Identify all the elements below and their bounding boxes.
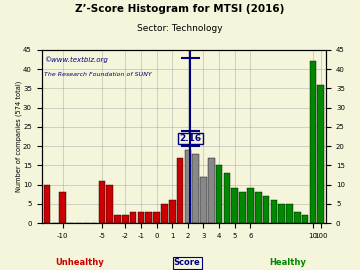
Bar (286, 204, 293, 223)
Bar (208, 158, 215, 223)
Bar (177, 158, 183, 223)
Bar (122, 215, 129, 223)
Bar (153, 211, 160, 223)
Text: The Research Foundation of SUNY: The Research Foundation of SUNY (44, 72, 152, 77)
Bar (263, 196, 269, 223)
Bar (302, 215, 309, 223)
Text: Z’-Score Histogram for MTSI (2016): Z’-Score Histogram for MTSI (2016) (75, 4, 285, 14)
Bar (224, 173, 230, 223)
Bar (59, 192, 66, 223)
Bar (255, 192, 262, 223)
Bar (200, 177, 207, 223)
Bar (216, 165, 222, 223)
Bar (318, 85, 324, 223)
Text: Healthy: Healthy (270, 258, 306, 267)
Bar (169, 200, 176, 223)
Bar (247, 188, 254, 223)
Bar (130, 211, 136, 223)
Bar (138, 211, 144, 223)
Text: ©www.textbiz.org: ©www.textbiz.org (44, 57, 108, 63)
Text: 2.16: 2.16 (179, 134, 201, 143)
Text: Unhealthy: Unhealthy (55, 258, 104, 267)
Bar (99, 181, 105, 223)
Bar (239, 192, 246, 223)
Bar (310, 62, 316, 223)
Bar (145, 211, 152, 223)
Bar (294, 211, 301, 223)
Bar (114, 215, 121, 223)
Text: Score: Score (174, 258, 201, 267)
Bar (185, 150, 191, 223)
Bar (192, 154, 199, 223)
Text: Sector: Technology: Sector: Technology (137, 24, 223, 33)
Bar (44, 185, 50, 223)
Bar (106, 185, 113, 223)
Bar (278, 204, 285, 223)
Bar (231, 188, 238, 223)
Bar (271, 200, 277, 223)
Bar (161, 204, 168, 223)
Y-axis label: Number of companies (574 total): Number of companies (574 total) (15, 81, 22, 192)
